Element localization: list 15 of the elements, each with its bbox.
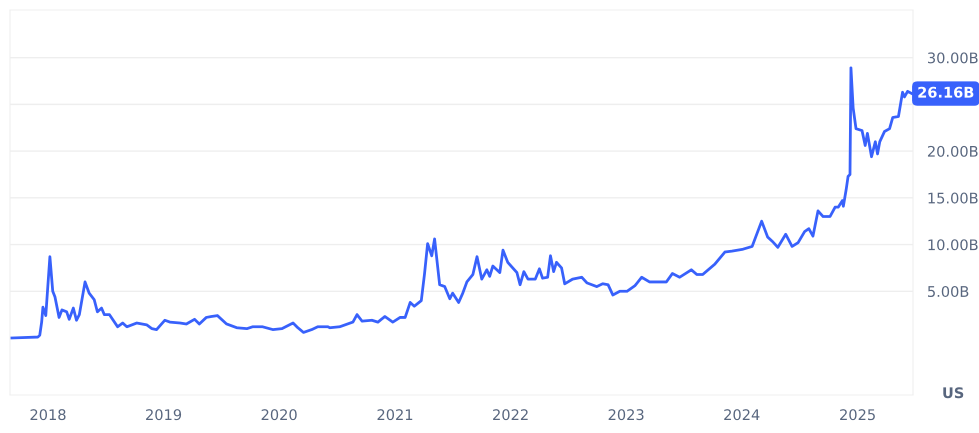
x-tick-label: 2022 [493,409,528,420]
text: US [943,387,964,398]
y-tick-label: 5.00B [928,286,968,298]
text: 26.16B [918,86,974,98]
x-tick-label: 2019 [146,409,182,420]
x-tick-label: 2018 [30,409,66,420]
y-tick-label: 20.00B [928,146,978,157]
x-tick-label: 2020 [262,409,297,420]
x-tick-label: 2023 [608,409,644,420]
y-tick-label: 30.00B [928,52,978,64]
x-tick-label: 2024 [724,409,760,420]
y-tick-label: 10.00B [928,239,978,250]
x-tick-label: 2025 [840,409,875,420]
x-tick-label: 2021 [378,409,412,420]
y-tick-label: 15.00B [928,192,978,204]
